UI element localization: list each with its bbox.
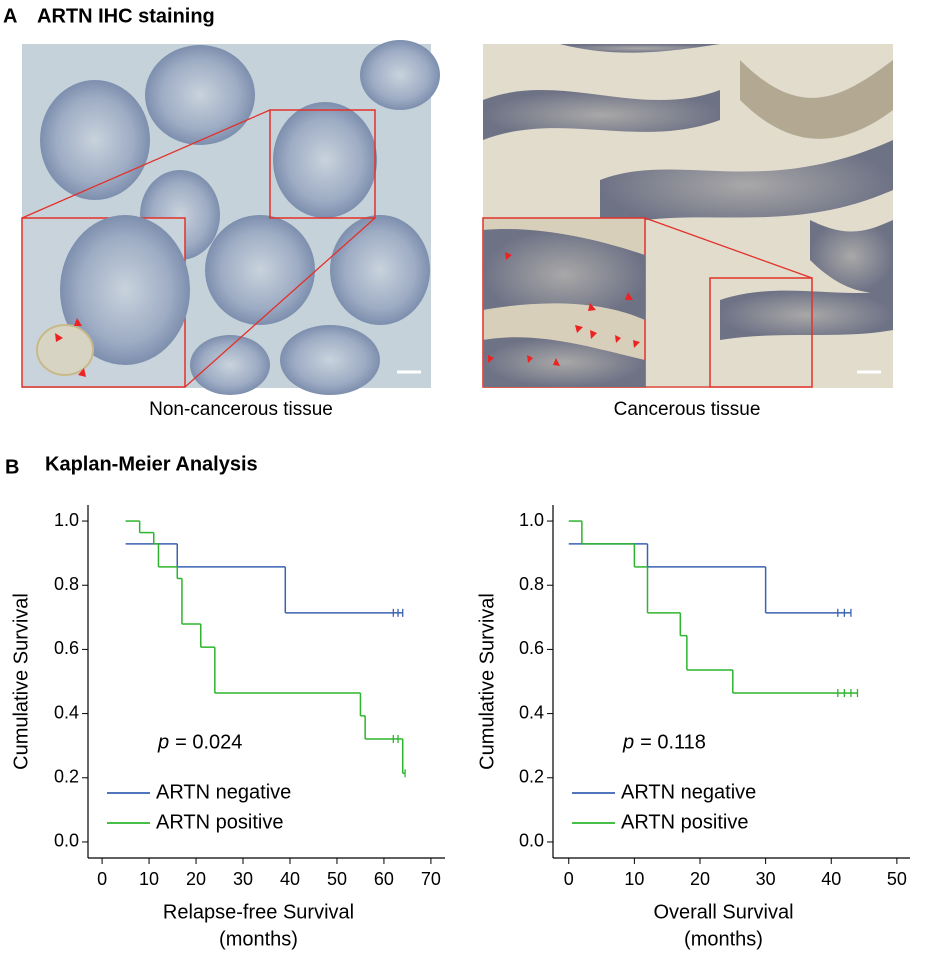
x-tick-label: 10 [139, 869, 159, 889]
legend-label: ARTN positive [156, 811, 283, 833]
x-tick-label: 30 [233, 869, 253, 889]
x-tick-label: 40 [821, 869, 841, 889]
y-tick-label: 0.4 [519, 702, 544, 722]
legend-label: ARTN negative [621, 781, 756, 803]
caption: Non-cancerous tissue [149, 399, 333, 420]
x-tick-label: 20 [690, 869, 710, 889]
legend-label: ARTN negative [156, 781, 291, 803]
panel-title: ARTN IHC staining [37, 5, 215, 27]
x-tick-label: 20 [186, 869, 206, 889]
y-tick-label: 0.8 [54, 574, 79, 594]
y-tick-label: 1.0 [519, 510, 544, 530]
x-tick-label: 50 [327, 869, 347, 889]
panel-title: Kaplan-Meier Analysis [45, 453, 258, 475]
panel-label: B [5, 456, 19, 478]
legend-label: ARTN positive [621, 811, 748, 833]
y-tick-label: 0.2 [54, 767, 79, 787]
x-tick-label: 70 [421, 869, 441, 889]
y-axis-label: Cumulative Survival [10, 593, 32, 770]
y-tick-label: 0.2 [519, 767, 544, 787]
x-tick-label: 10 [624, 869, 644, 889]
x-axis-label: Overall Survival [653, 901, 793, 923]
y-tick-label: 0.8 [519, 574, 544, 594]
y-axis-label: Cumulative Survival [476, 593, 498, 770]
x-tick-label: 40 [280, 869, 300, 889]
annotation-text: = 0.024 [175, 731, 242, 753]
y-tick-label: 0.6 [54, 638, 79, 658]
y-tick-label: 0.4 [54, 702, 79, 722]
x-axis-label: (months) [219, 928, 298, 950]
annotation-symbol: p [622, 731, 634, 753]
x-tick-label: 60 [374, 869, 394, 889]
x-tick-label: 50 [887, 869, 907, 889]
y-tick-label: 1.0 [54, 510, 79, 530]
caption: Cancerous tissue [614, 399, 761, 420]
y-tick-label: 0.0 [54, 831, 79, 851]
micrograph-normal [21, 40, 440, 395]
micrograph-cancer [482, 44, 893, 388]
x-tick-label: 0 [97, 869, 107, 889]
x-axis-label: (months) [684, 928, 763, 950]
y-tick-label: 0.6 [519, 638, 544, 658]
x-tick-label: 0 [564, 869, 574, 889]
x-axis-label: Relapse-free Survival [163, 901, 354, 923]
annotation-text: = 0.118 [640, 731, 706, 753]
annotation-symbol: p [157, 731, 169, 753]
panel-label: A [3, 5, 17, 27]
y-tick-label: 0.0 [519, 831, 544, 851]
x-tick-label: 30 [756, 869, 776, 889]
